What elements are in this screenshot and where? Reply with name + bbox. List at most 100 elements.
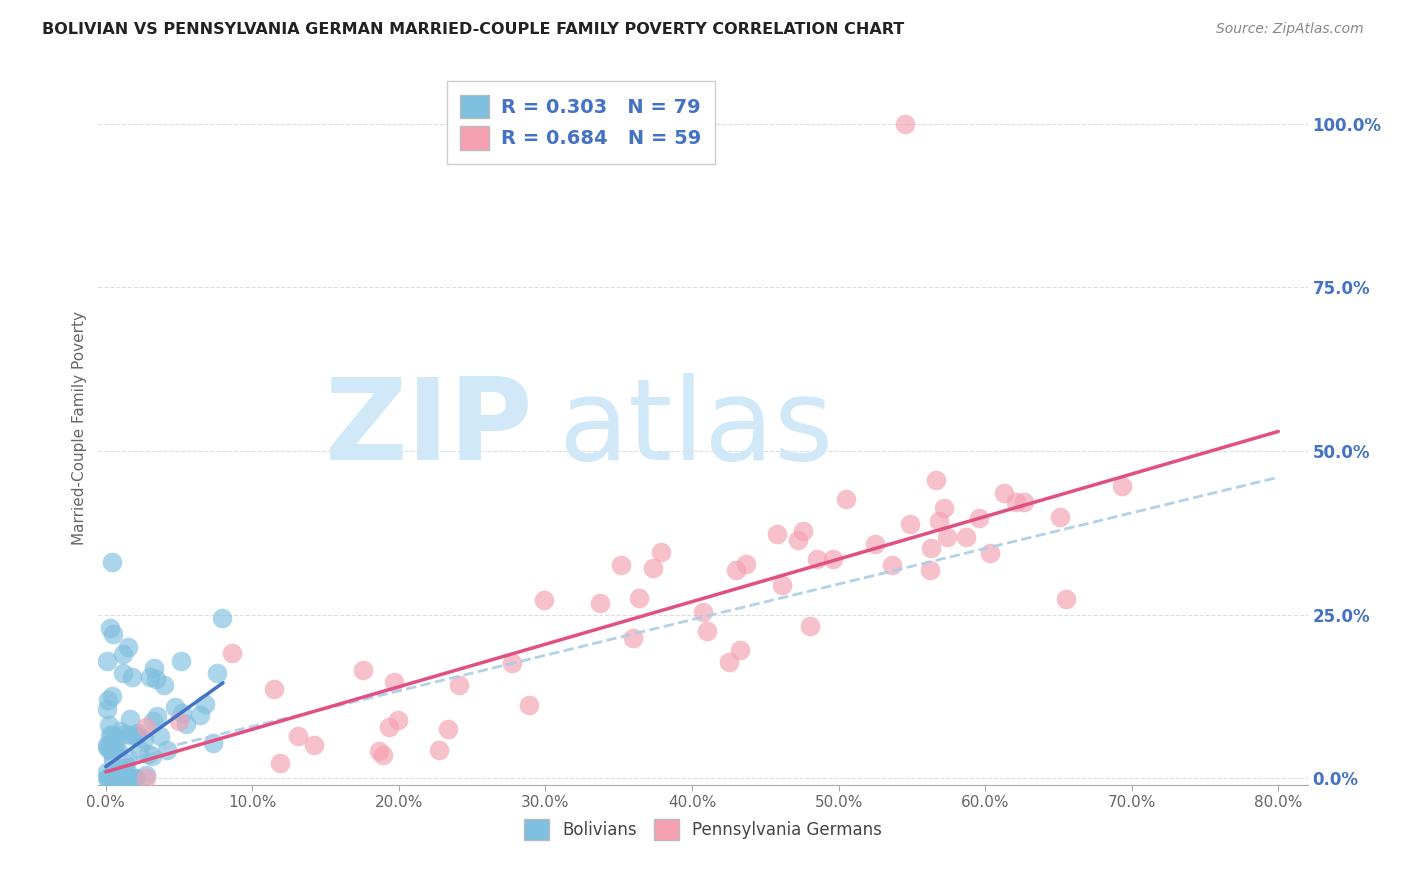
Point: [993, 486, 1015, 500]
Point: [269, 756, 291, 770]
Point: [589, 596, 612, 610]
Point: [517, 698, 540, 712]
Point: [436, 723, 458, 737]
Text: atlas: atlas: [558, 373, 834, 483]
Point: [792, 524, 814, 538]
Point: [936, 530, 959, 544]
Point: [384, 675, 406, 690]
Point: [835, 491, 858, 506]
Point: [447, 678, 470, 692]
Point: [114, 771, 136, 785]
Point: [1054, 592, 1077, 607]
Point: [610, 558, 633, 573]
Point: [101, 743, 124, 757]
Point: [125, 730, 148, 744]
Point: [96, 654, 118, 668]
Point: [170, 654, 193, 668]
Legend: Bolivians, Pennsylvania Germans: Bolivians, Pennsylvania Germans: [516, 811, 890, 848]
Point: [221, 646, 243, 660]
Point: [728, 642, 751, 657]
Point: [101, 767, 124, 781]
Point: [427, 743, 450, 757]
Point: [533, 593, 555, 607]
Point: [628, 591, 651, 605]
Point: [136, 747, 159, 762]
Point: [202, 736, 225, 750]
Point: [174, 717, 197, 731]
Point: [194, 698, 217, 712]
Point: [371, 748, 394, 763]
Point: [111, 771, 134, 785]
Point: [167, 714, 190, 728]
Point: [96, 740, 118, 755]
Point: [114, 727, 136, 741]
Point: [98, 621, 121, 635]
Point: [96, 771, 118, 785]
Point: [112, 771, 135, 785]
Point: [103, 771, 125, 785]
Point: [96, 765, 118, 780]
Point: [920, 541, 942, 556]
Point: [101, 689, 124, 703]
Point: [107, 771, 129, 785]
Point: [650, 544, 672, 558]
Point: [103, 756, 125, 771]
Point: [718, 655, 741, 669]
Point: [124, 771, 146, 785]
Point: [112, 771, 135, 785]
Point: [368, 744, 391, 758]
Point: [121, 670, 143, 684]
Point: [378, 720, 401, 734]
Point: [211, 611, 233, 625]
Point: [112, 648, 135, 662]
Point: [107, 744, 129, 758]
Point: [96, 702, 118, 716]
Point: [129, 743, 152, 757]
Point: [101, 627, 124, 641]
Point: [108, 724, 131, 739]
Point: [98, 742, 121, 756]
Point: [146, 708, 169, 723]
Point: [1004, 494, 1026, 508]
Point: [799, 618, 821, 632]
Point: [352, 663, 374, 677]
Point: [967, 511, 990, 525]
Point: [101, 728, 124, 742]
Point: [98, 771, 121, 785]
Point: [124, 771, 146, 785]
Point: [111, 666, 134, 681]
Point: [98, 771, 121, 785]
Point: [114, 771, 136, 785]
Point: [766, 527, 789, 541]
Point: [823, 552, 845, 566]
Point: [932, 500, 955, 515]
Point: [97, 693, 120, 707]
Point: [787, 533, 810, 547]
Point: [142, 714, 165, 728]
Point: [165, 700, 187, 714]
Point: [920, 563, 942, 577]
Point: [108, 771, 131, 785]
Point: [143, 661, 166, 675]
Point: [863, 537, 886, 551]
Text: BOLIVIAN VS PENNSYLVANIA GERMAN MARRIED-COUPLE FAMILY POVERTY CORRELATION CHART: BOLIVIAN VS PENNSYLVANIA GERMAN MARRIED-…: [42, 22, 904, 37]
Point: [170, 706, 193, 721]
Point: [107, 771, 129, 785]
Point: [692, 605, 714, 619]
Point: [97, 717, 120, 731]
Point: [153, 678, 176, 692]
Point: [1049, 509, 1071, 524]
Point: [141, 749, 163, 764]
Point: [696, 624, 718, 638]
Point: [125, 725, 148, 739]
Point: [304, 738, 326, 752]
Point: [145, 672, 167, 686]
Point: [104, 730, 127, 744]
Point: [117, 640, 139, 655]
Point: [105, 771, 128, 785]
Point: [1012, 494, 1035, 508]
Point: [135, 720, 157, 734]
Point: [135, 768, 157, 782]
Point: [188, 707, 211, 722]
Point: [955, 531, 977, 545]
